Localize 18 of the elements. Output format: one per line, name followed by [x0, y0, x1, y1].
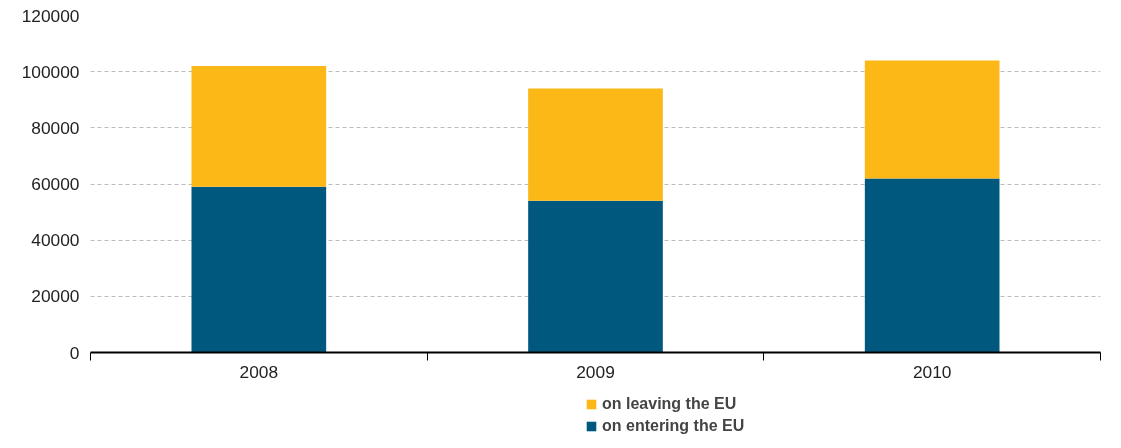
bar — [191, 66, 327, 187]
legend-label: on entering the EU — [602, 417, 745, 435]
x-tick-label: 2010 — [912, 361, 952, 382]
y-tick-label: 80000 — [31, 117, 80, 138]
bar — [864, 60, 1000, 179]
bar — [864, 178, 1000, 353]
bar — [528, 88, 663, 201]
x-tick-label: 2009 — [576, 361, 615, 382]
y-tick-label: 100000 — [21, 61, 80, 82]
y-tick-label: 120000 — [21, 5, 80, 26]
x-tick-label: 2008 — [239, 361, 279, 382]
bar — [528, 200, 663, 353]
y-tick-label: 20000 — [31, 286, 80, 307]
legend-label: on leaving the EU — [602, 395, 737, 413]
bar — [191, 186, 327, 353]
y-tick-label: 60000 — [31, 174, 80, 194]
y-tick-label: 40000 — [31, 230, 80, 251]
y-tick-label: 0 — [69, 342, 80, 363]
